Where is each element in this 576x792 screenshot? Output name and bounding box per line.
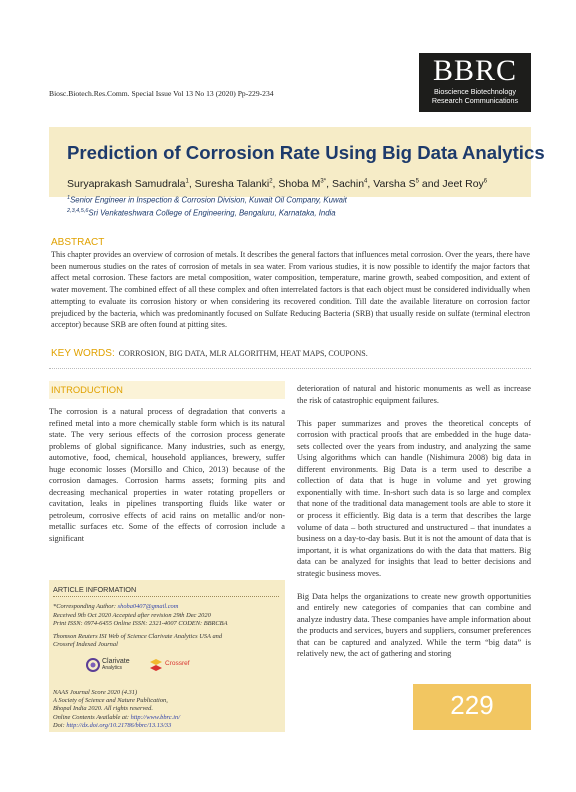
author-name: Suryaprakash Samudrala — [67, 178, 186, 190]
doi-label: Doi: — [53, 722, 65, 729]
author-sup: 3* — [320, 178, 327, 185]
intro-heading: INTRODUCTION — [51, 384, 123, 395]
affiliation-sup: 2,3,4,5,6 — [67, 208, 89, 214]
affiliation-2: 2,3,4,5,6Sri Venkateshwara College of En… — [67, 208, 336, 218]
bbrc-logo: BBRC Bioscience Biotechnology Research C… — [419, 53, 531, 112]
naas-score: NAAS Journal Score 2020 (4.31) — [53, 689, 138, 696]
intro-right-column: deterioration of natural and historic mo… — [297, 383, 531, 672]
page-number-box — [413, 684, 531, 730]
keywords-text: CORROSION, BIG DATA, MLR ALGORITHM, HEAT… — [118, 349, 368, 358]
author-name: Suresha Talanki — [194, 178, 270, 190]
crossref-text: Crossref — [165, 660, 190, 667]
clarivate-logo: Clarivate Analytics — [86, 656, 136, 676]
author-sup: 2 — [269, 178, 273, 185]
doi-line: Doi: http://dx.doi.org/10.21786/bbrc/13.… — [53, 722, 171, 730]
author-list: Suryaprakash Samudrala1, Suresha Talanki… — [67, 178, 488, 190]
paragraph: Big Data helps the organizations to crea… — [297, 591, 531, 659]
corr-email-link[interactable]: shoba0407@gmail.com — [117, 603, 179, 610]
indexed-line-2: Crossref Indexed Journal — [53, 641, 118, 648]
author-name: Shoba M — [278, 178, 321, 190]
affiliation-1: 1Senior Engineer in Inspection & Corrosi… — [67, 195, 347, 205]
corr-label: *Corresponding Author: — [53, 603, 117, 610]
clarivate-sub: Analytics — [102, 665, 123, 671]
received-dates: Received 9th Oct 2020 Accepted after rev… — [53, 612, 211, 619]
article-info-heading: ARTICLE INFORMATION — [53, 585, 137, 594]
affiliation-text: Senior Engineer in Inspection & Corrosio… — [70, 195, 347, 205]
logo-line-2: Research Communications — [431, 96, 519, 105]
issn-line: Print ISSN: 0974-6455 Online ISSN: 2321-… — [53, 620, 228, 627]
journal-reference: Biosc.Biotech.Res.Comm. Special Issue Vo… — [49, 89, 274, 98]
author-name: Jeet Roy — [442, 178, 484, 190]
title-band — [49, 127, 531, 197]
intro-left-column: The corrosion is a natural process of de… — [49, 406, 285, 545]
affiliation-text: Sri Venkateshwara College of Engineering… — [88, 208, 336, 218]
info-divider — [53, 596, 279, 597]
author-sup: 6 — [483, 178, 488, 185]
abstract-text: This chapter provides an overview of cor… — [51, 250, 530, 330]
paragraph: deterioration of natural and historic mo… — [297, 384, 531, 405]
online-url-link[interactable]: http://www.bbrc.in/ — [130, 714, 180, 721]
clarivate-label: Clarivate — [102, 658, 130, 665]
article-title: Prediction of Corrosion Rate Using Big D… — [67, 142, 545, 163]
author-name: Varsha S — [373, 178, 416, 190]
keywords: KEY WORDS: CORROSION, BIG DATA, MLR ALGOR… — [51, 348, 368, 359]
logo-line-1: Bioscience Biotechnology — [434, 87, 516, 96]
abstract-heading: ABSTRACT — [51, 237, 105, 248]
paragraph: The corrosion is a natural process of de… — [49, 407, 285, 544]
logo-text: BBRC — [432, 54, 518, 87]
keywords-label: KEY WORDS: — [51, 348, 115, 359]
author-name: Sachin — [331, 178, 365, 190]
society-line-2: Bhopal India 2020. All rights reserved. — [53, 705, 153, 712]
author-sup: 4 — [364, 178, 368, 185]
doi-link[interactable]: http://dx.doi.org/10.21786/bbrc/13.13/33 — [66, 722, 172, 729]
society-line-1: A Society of Science and Nature Publicat… — [53, 697, 168, 704]
online-contents: Online Contents Available at: http://www… — [53, 714, 180, 722]
clarivate-icon — [86, 658, 100, 672]
affiliation-sup: 1 — [67, 195, 71, 201]
author-sup: 1 — [185, 178, 189, 185]
article-info-box — [49, 580, 285, 732]
clarivate-text: Clarivate Analytics — [102, 658, 130, 672]
crossref-icon — [150, 659, 162, 671]
intro-heading-band — [49, 381, 285, 399]
crossref-logo: Crossref — [149, 656, 199, 676]
author-sup: 5 — [415, 178, 419, 185]
indexed-line-1: Thomson Reuters ISI Web of Science Clari… — [53, 633, 223, 640]
paragraph: This paper summarizes and proves the the… — [297, 418, 531, 578]
online-label: Online Contents Available at: — [53, 714, 130, 721]
corresponding-author: *Corresponding Author: shoba0407@gmail.c… — [53, 603, 178, 611]
page-number: 229 — [450, 690, 494, 720]
section-divider — [49, 368, 531, 369]
